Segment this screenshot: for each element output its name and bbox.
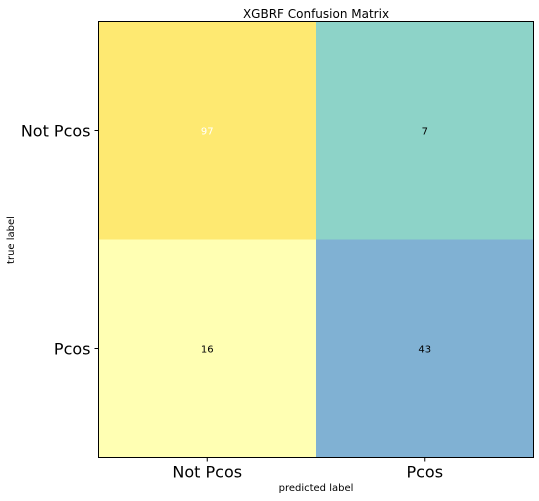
cell-value-label-r0-c1: 7 <box>422 127 428 138</box>
y-tick-label: Pcos <box>54 340 91 359</box>
cell-value-label-r1-c1: 43 <box>418 345 431 356</box>
chart-title: XGBRF Confusion Matrix <box>243 7 389 21</box>
x-tick-label: Pcos <box>406 463 443 482</box>
cell-value-label-r0-c0: 97 <box>201 127 214 138</box>
x-axis-label: predicted label <box>279 483 354 494</box>
heatmap-cells: 97 7 16 43 <box>98 21 534 458</box>
x-axis-ticks: Not Pcos Pcos <box>172 457 443 482</box>
heatmap-cell-r0-c1 <box>316 21 534 240</box>
x-tick-label: Not Pcos <box>172 463 242 482</box>
cell-value-label-r1-c0: 16 <box>201 345 214 356</box>
y-axis-label: true label <box>6 216 17 264</box>
y-tick-label: Not Pcos <box>21 122 91 141</box>
heatmap-cell-r1-c1 <box>316 239 534 458</box>
y-axis-ticks: Not Pcos Pcos <box>21 122 99 359</box>
plot-frame <box>98 21 534 458</box>
heatmap-cell-r1-c0 <box>98 239 316 458</box>
heatmap-cell-r0-c0 <box>98 21 316 240</box>
